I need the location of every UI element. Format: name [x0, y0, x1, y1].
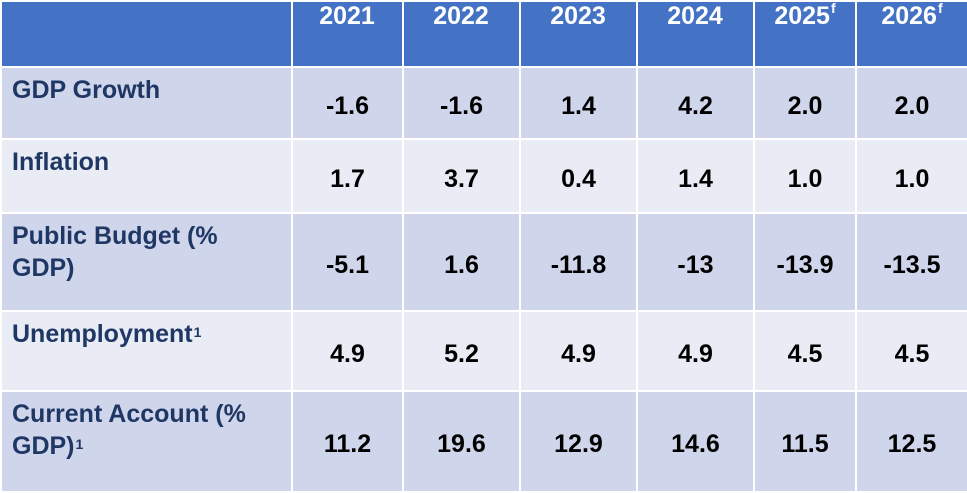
table-cell: 5.2 [402, 310, 521, 392]
header-year-2025: 2025f [753, 0, 857, 68]
header-year-2021: 2021 [291, 0, 404, 68]
row-label: Inflation [0, 138, 293, 214]
table-cell: 1.6 [402, 212, 521, 312]
table-cell: -5.1 [291, 212, 404, 312]
table-cell: -13 [636, 212, 755, 312]
table-cell: 1.4 [636, 138, 755, 214]
header-row: 2021 2022 2023 2024 2025f 2026f [0, 0, 967, 68]
table-cell: 19.6 [402, 390, 521, 493]
table-cell: 3.7 [402, 138, 521, 214]
row-public-budget: Public Budget (% GDP) -5.1 1.6 -11.8 -13 … [0, 212, 967, 312]
table-cell: 2.0 [753, 66, 857, 140]
table-cell: -1.6 [402, 66, 521, 140]
table-cell: 4.9 [519, 310, 638, 392]
row-unemployment: Unemployment1 4.9 5.2 4.9 4.9 4.5 4.5 [0, 310, 967, 392]
forecast-marker: f [830, 0, 836, 16]
table-cell: 12.9 [519, 390, 638, 493]
table-cell: 14.6 [636, 390, 755, 493]
row-label: Public Budget (% GDP) [0, 212, 293, 312]
row-label: Current Account (% GDP)1 [0, 390, 293, 493]
table-cell: 0.4 [519, 138, 638, 214]
header-year-2026: 2026f [855, 0, 967, 68]
footnote-marker: 1 [75, 436, 84, 452]
header-corner-cell [0, 0, 293, 68]
table-cell: 1.0 [855, 138, 967, 214]
table-cell: 1.4 [519, 66, 638, 140]
table-cell: 4.5 [855, 310, 967, 392]
table-cell: 4.9 [291, 310, 404, 392]
table-cell: 4.9 [636, 310, 755, 392]
row-gdp-growth: GDP Growth -1.6 -1.6 1.4 4.2 2.0 2.0 [0, 66, 967, 140]
table-cell: 2.0 [855, 66, 967, 140]
row-label: Unemployment1 [0, 310, 293, 392]
forecast-marker: f [937, 0, 943, 16]
row-inflation: Inflation 1.7 3.7 0.4 1.4 1.0 1.0 [0, 138, 967, 214]
table-cell: -1.6 [291, 66, 404, 140]
table-cell: 12.5 [855, 390, 967, 493]
table-cell: 1.7 [291, 138, 404, 214]
table-cell: 11.2 [291, 390, 404, 493]
header-year-2024: 2024 [636, 0, 755, 68]
table-cell: 1.0 [753, 138, 857, 214]
table-cell: -11.8 [519, 212, 638, 312]
table-cell: -13.5 [855, 212, 967, 312]
footnote-marker: 1 [193, 324, 202, 340]
row-label: GDP Growth [0, 66, 293, 140]
header-year-2023: 2023 [519, 0, 638, 68]
table-cell: -13.9 [753, 212, 857, 312]
table-cell: 4.5 [753, 310, 857, 392]
row-current-account: Current Account (% GDP)1 11.2 19.6 12.9 1… [0, 390, 967, 493]
table-cell: 11.5 [753, 390, 857, 493]
table-cell: 4.2 [636, 66, 755, 140]
header-year-2022: 2022 [402, 0, 521, 68]
